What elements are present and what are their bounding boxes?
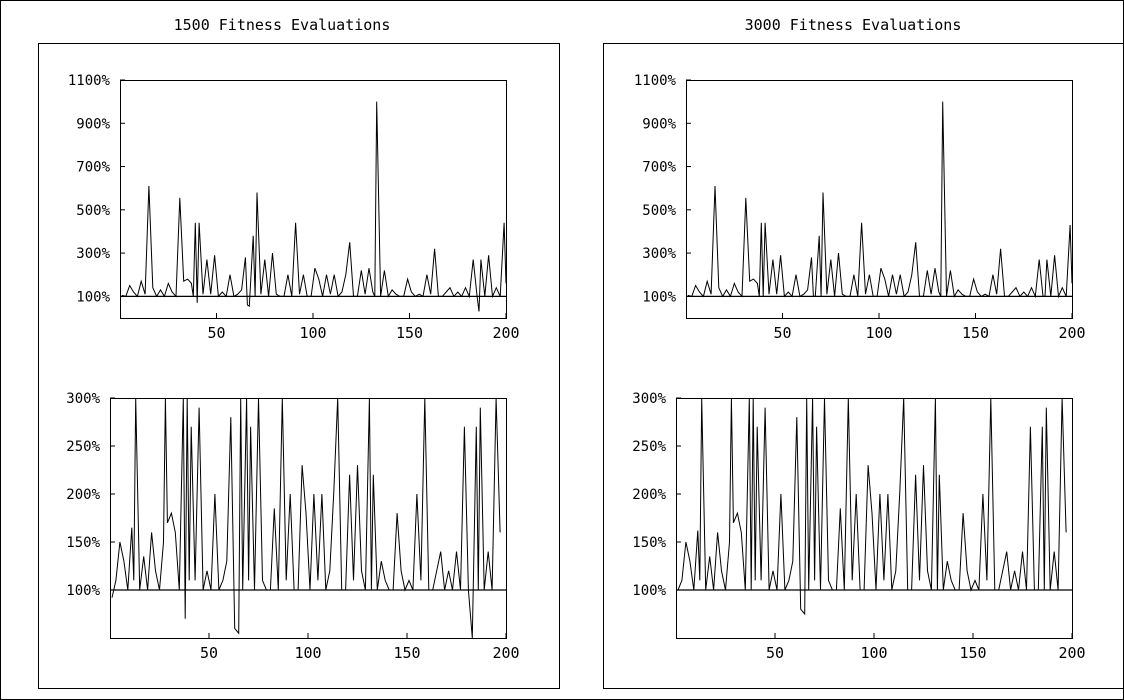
x-tick-label: 50 [207,324,225,342]
x-tick-label: 100 [860,644,887,662]
y-tick-label: 1100% [634,73,677,89]
y-tick-label: 500% [76,203,110,219]
plot-top-right: 100% 300% 500% 700% 900% 1100% 50 100 150 200 [634,73,1086,342]
plot-frame [686,80,1073,319]
y-tick-label: 150% [632,535,666,551]
y-tick-label: 200% [66,487,100,503]
x-tick-label: 150 [962,324,989,342]
y-tick-label: 250% [66,439,100,455]
y-tick-label: 200% [632,487,666,503]
y-tick-label: 100% [632,583,666,599]
series-line [687,101,1073,299]
left-column-frame [38,43,560,689]
plot-frame [676,398,1073,639]
x-tick-label: 200 [1058,644,1085,662]
series-line [677,397,1067,616]
y-tick-label: 250% [632,439,666,455]
plot-bottom-right: 100% 150% 200% 250% 300% 50 100 150 200 [632,391,1085,662]
y-tick-label: 300% [66,391,100,407]
x-tick-label: 200 [492,324,519,342]
plot-bottom-left: 100% 150% 200% 250% 300% 50 100 150 200 [66,391,519,662]
y-tick-label: 300% [76,246,110,262]
y-tick-label: 900% [642,116,676,132]
right-column-frame [603,43,1124,689]
series-line [111,397,501,639]
y-tick-label: 100% [642,289,676,305]
y-tick-label: 100% [76,289,110,305]
x-tick-label: 50 [200,644,218,662]
plot-frame [120,80,507,319]
left-column-title: 1500 Fitness Evaluations [174,16,391,34]
y-tick-label: 500% [642,203,676,219]
x-tick-label: 150 [959,644,986,662]
x-tick-label: 100 [865,324,892,342]
x-tick-label: 150 [393,644,420,662]
y-tick-label: 100% [66,583,100,599]
y-tick-label: 900% [76,116,110,132]
x-tick-label: 50 [766,644,784,662]
x-tick-label: 50 [773,324,791,342]
plot-top-left: 100% 300% 500% 700% 900% 1100% 50 100 150 200 [68,73,520,342]
x-tick-label: 200 [1058,324,1085,342]
y-tick-label: 700% [76,160,110,176]
plot-frame [110,398,507,639]
series-line [121,101,507,312]
x-tick-label: 100 [294,644,321,662]
y-tick-label: 150% [66,535,100,551]
right-column-title: 3000 Fitness Evaluations [745,16,962,34]
x-tick-label: 100 [299,324,326,342]
y-tick-label: 300% [642,246,676,262]
x-tick-label: 150 [396,324,423,342]
y-tick-label: 1100% [68,73,111,89]
y-tick-label: 700% [642,160,676,176]
x-tick-label: 200 [492,644,519,662]
y-tick-label: 300% [632,391,666,407]
